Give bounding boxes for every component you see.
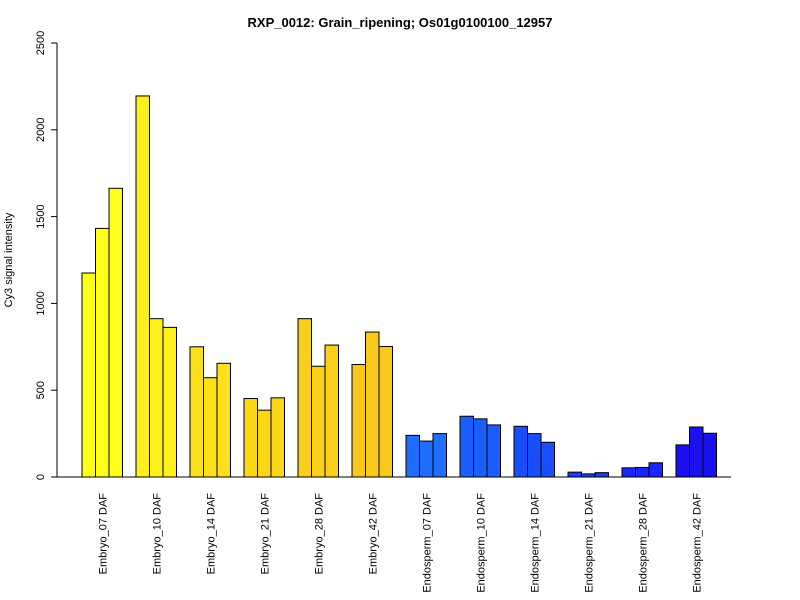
bar-9-0 [567, 471, 582, 478]
bar-6-2 [432, 433, 447, 478]
category-label: Endosperm_21 DAF [583, 493, 595, 593]
y-tick-label: 500 [35, 381, 47, 399]
y-tick-label: 0 [35, 474, 47, 480]
bar-11-0 [675, 444, 690, 478]
chart-title: RXP_0012: Grain_ripening; Os01g0100100_1… [248, 15, 553, 30]
bar-2-0 [189, 346, 204, 478]
bar-11-1 [689, 426, 704, 478]
bar-2-2 [216, 362, 231, 478]
bar-9-1 [581, 473, 596, 478]
bar-8-2 [540, 441, 555, 478]
category-label: Embryo_14 DAF [205, 493, 217, 575]
bar-10-1 [635, 466, 650, 478]
bar-5-2 [378, 345, 393, 478]
bar-4-0 [297, 318, 312, 478]
bar-8-1 [527, 433, 542, 478]
bar-1-2 [162, 326, 177, 478]
bar-10-2 [648, 462, 663, 478]
y-tick-label: 2500 [35, 31, 47, 55]
bar-4-2 [324, 344, 339, 478]
bar-0-1 [95, 227, 110, 478]
bar-0-2 [108, 187, 123, 478]
bar-1-0 [135, 95, 150, 478]
category-label: Endosperm_07 DAF [421, 493, 433, 593]
bar-8-0 [513, 425, 528, 478]
bar-1-1 [149, 318, 164, 478]
bar-2-1 [203, 377, 218, 478]
y-tick-label: 1500 [35, 204, 47, 228]
bar-5-0 [351, 364, 366, 478]
category-label: Embryo_28 DAF [313, 493, 325, 575]
category-label: Embryo_42 DAF [367, 493, 379, 575]
bar-6-1 [419, 440, 434, 478]
category-labels: Embryo_07 DAF Embryo_10 DAF Embryo_14 DAF E… [97, 493, 703, 593]
category-label: Endosperm_28 DAF [637, 493, 649, 593]
y-tick-label: 1000 [35, 291, 47, 315]
bar-3-2 [270, 397, 285, 478]
bar-7-1 [473, 418, 488, 478]
bars [81, 95, 717, 478]
category-label: Endosperm_10 DAF [475, 493, 487, 593]
y-axis-ticks: 0 500 1000 1500 2000 2500 [35, 31, 57, 480]
bar-3-0 [243, 398, 258, 478]
bar-6-0 [405, 434, 420, 478]
bar-3-1 [257, 409, 272, 478]
y-tick-label: 2000 [35, 118, 47, 142]
category-label: Embryo_21 DAF [259, 493, 271, 575]
y-axis-label: Cy3 signal intensity [3, 212, 15, 307]
bar-0-0 [81, 272, 96, 478]
bar-7-2 [486, 424, 501, 478]
category-label: Embryo_10 DAF [151, 493, 163, 575]
category-label: Endosperm_42 DAF [691, 493, 703, 593]
bar-9-2 [594, 472, 609, 478]
bar-4-1 [311, 365, 326, 478]
category-label: Embryo_07 DAF [97, 493, 109, 575]
bar-5-1 [365, 331, 380, 478]
category-label: Endosperm_14 DAF [529, 493, 541, 593]
bar-7-0 [459, 415, 474, 478]
bar-11-2 [702, 432, 717, 478]
bar-10-0 [621, 467, 636, 478]
